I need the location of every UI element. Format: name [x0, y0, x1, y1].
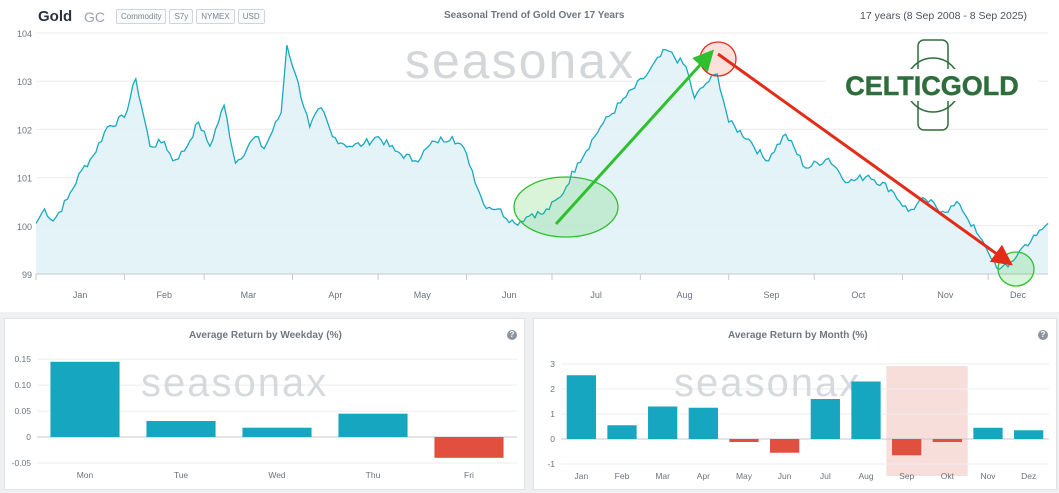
y-tick-label: -1 [547, 459, 555, 469]
bar-thu [338, 413, 408, 438]
month-label: Mar [241, 290, 257, 300]
bar-okt [932, 439, 962, 442]
y-tick-label: 0.15 [14, 354, 31, 364]
low-circle-summer [513, 176, 619, 238]
bar-jan [566, 375, 596, 439]
category-label: Apr [697, 471, 710, 481]
category-label: Aug [858, 471, 873, 481]
weekday-bar-chart: -0.05 0 0.05 0.10 0.15 seasonax Mon Tue Wed Thu Fr… [12, 354, 517, 480]
bar-sep [892, 439, 922, 456]
category-label: Tue [174, 470, 189, 480]
tag-currency[interactable]: USD [237, 9, 265, 24]
month-label: Dec [1010, 290, 1027, 300]
bar-jul [810, 399, 840, 439]
bar-tue [146, 420, 216, 438]
uptrend-arrow [554, 49, 715, 226]
month-label: Jan [73, 290, 88, 300]
category-label: Thu [366, 470, 381, 480]
celticgold-logo: CELTICGOLD [826, 39, 1038, 131]
monthly-chart-title: Average Return by Month (%) [728, 330, 868, 341]
category-label: Jan [574, 471, 588, 481]
category-label: Dez [1021, 471, 1036, 481]
monthly-bar-chart: -1 0 1 2 3 seasonax Jan Feb Mar Apr May Jun Jul Aug Se… [547, 359, 1049, 481]
month-label: May [414, 290, 432, 300]
month-label: Aug [677, 290, 693, 300]
asset-tags: Commodity S7y NYMEX USD [116, 9, 265, 24]
bar-dez [1014, 430, 1044, 439]
help-icon[interactable]: ? [1038, 330, 1048, 340]
y-tick-label: 3 [550, 359, 555, 369]
category-label: Jul [820, 471, 831, 481]
bar-wed [242, 427, 312, 438]
category-label: Sep [899, 471, 914, 481]
bar-aug [851, 381, 881, 439]
y-tick-label: -0.05 [12, 458, 32, 468]
month-label: Apr [328, 290, 342, 300]
y-tick-label: 101 [17, 174, 32, 184]
tag-asset-class[interactable]: Commodity [116, 9, 167, 24]
watermark: seasonax [674, 361, 861, 405]
y-tick-label: 0.05 [14, 406, 31, 416]
bar-jun [770, 439, 800, 453]
seasonal-line [35, 44, 1049, 270]
y-tick-label: 103 [17, 77, 32, 87]
category-label: May [736, 471, 753, 481]
month-label: Oct [851, 290, 866, 300]
y-tick-label: 0 [550, 434, 555, 444]
downtrend-arrow [717, 52, 1013, 266]
category-label: Jun [778, 471, 792, 481]
month-label: Jun [502, 290, 517, 300]
logo-text: CELTICGOLD [845, 71, 1018, 101]
y-tick-label: 104 [17, 29, 32, 39]
category-label: Mon [77, 470, 94, 480]
bar-feb [607, 425, 637, 439]
category-label: Fri [464, 470, 474, 480]
weekday-chart-title: Average Return by Weekday (%) [189, 330, 342, 341]
seasonal-line-chart[interactable]: 99 100 101 102 103 104 seasonax CELTICGOLD Jan Fe… [0, 0, 1059, 312]
y-tick-label: 2 [550, 384, 555, 394]
monthly-return-panel: Average Return by Month (%) ? -1 0 1 2 3 seas… [533, 318, 1057, 490]
y-tick-label: 102 [17, 125, 32, 135]
asset-name: Gold [38, 8, 73, 25]
asset-ticker: GC [84, 9, 105, 25]
tag-exchange[interactable]: NYMEX [196, 9, 235, 24]
category-label: Nov [980, 471, 996, 481]
logo-text-backdrop [826, 69, 1038, 101]
help-icon[interactable]: ? [507, 330, 517, 340]
bar-fri [434, 437, 504, 458]
category-label: Feb [615, 471, 630, 481]
bar-may [729, 439, 759, 442]
month-label: Jul [590, 290, 602, 300]
y-tick-label: 100 [17, 222, 32, 232]
period-range: 17 years (8 Sep 2008 - 8 Sep 2025) [860, 10, 1027, 22]
bar-mar [648, 406, 678, 439]
seasonal-chart-title: Seasonal Trend of Gold Over 17 Years [444, 10, 625, 21]
month-label: Sep [763, 290, 779, 300]
tag-symbol[interactable]: S7y [169, 9, 194, 24]
month-label: Feb [157, 290, 173, 300]
weekday-return-panel: Average Return by Weekday (%) ? -0.05 0 0.… [4, 318, 525, 490]
category-label: Mar [655, 471, 670, 481]
watermark: seasonax [141, 361, 328, 405]
bar-apr [688, 407, 718, 439]
category-label: Okt [941, 471, 955, 481]
seasonal-area [36, 45, 1048, 274]
y-tick-label: 1 [550, 409, 555, 419]
month-label: Nov [937, 290, 954, 300]
highlight-band [886, 366, 968, 476]
watermark: seasonax [405, 33, 635, 89]
bar-mon [50, 361, 120, 438]
y-tick-label: 99 [22, 270, 32, 280]
y-tick-label: 0 [26, 432, 31, 442]
bar-nov [973, 427, 1003, 439]
y-tick-label: 0.10 [14, 380, 31, 390]
category-label: Wed [268, 470, 286, 480]
seasonal-chart-panel: Gold GC Commodity S7y NYMEX USD Seasonal… [0, 0, 1059, 312]
